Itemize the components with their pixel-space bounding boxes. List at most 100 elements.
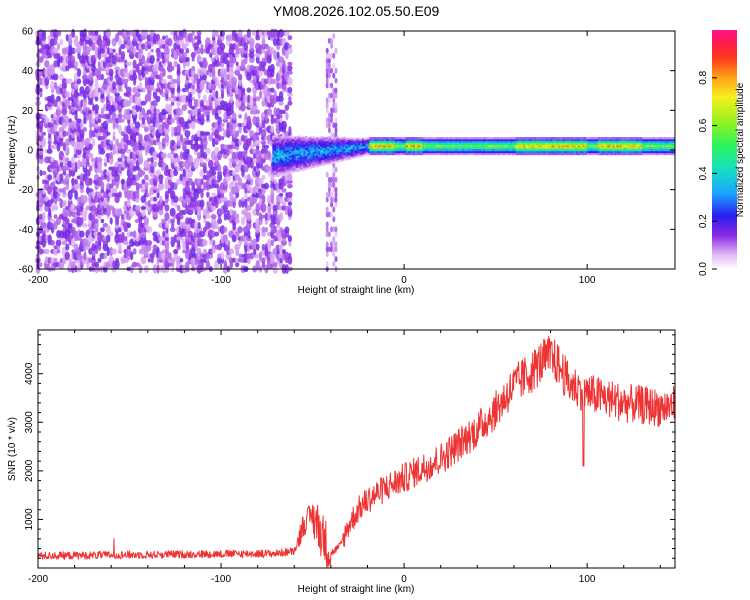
spectrogram-signal-cell — [541, 153, 544, 156]
spectrogram-noise-cell — [223, 234, 228, 243]
spectrogram-signal-cell — [665, 149, 668, 152]
spectrogram-noise-cell — [261, 34, 266, 41]
spectrogram-signal-cell — [365, 151, 368, 154]
spectrogram-signal-cell — [308, 164, 312, 167]
spectrogram-signal-cell — [283, 162, 286, 165]
spectrogram-signal-cell — [559, 147, 562, 150]
spectrogram-signal-cell — [466, 143, 469, 146]
spectrogram-signal-cell — [307, 167, 310, 170]
spectrogram-noise-cell — [211, 204, 217, 212]
spectrogram-noise-cell — [243, 94, 249, 104]
spectrogram-signal-cell — [592, 145, 595, 148]
spectrogram-signal-cell — [363, 149, 366, 153]
spectrogram-signal-cell — [351, 139, 354, 142]
spectrogram-signal-cell — [336, 160, 339, 163]
spectrogram-signal-cell — [301, 156, 304, 159]
spectrogram-signal-cell — [526, 147, 529, 150]
spectrogram-signal-cell — [296, 151, 299, 154]
spectrogram-noise-cell — [281, 120, 287, 130]
spectrogram-noise-cell — [73, 61, 79, 67]
spectrogram-noise-cell — [173, 142, 178, 151]
spectrogram-signal-cell — [598, 153, 601, 156]
spectrogram-signal-cell — [464, 137, 467, 140]
spectrogram-noise-cell — [205, 214, 211, 219]
spectrogram-signal-cell — [391, 151, 394, 154]
spectrogram-noise-cell — [223, 144, 228, 150]
spectrogram-noise-cell — [190, 235, 196, 242]
spectrogram-signal-cell — [382, 145, 385, 148]
spectrogram-signal-cell — [620, 141, 623, 144]
spectrogram-noise-cell — [162, 200, 166, 207]
spectrogram-noise-cell — [185, 56, 190, 63]
spectrogram-signal-cell — [394, 151, 398, 154]
spectrogram-noise-cell — [97, 131, 102, 137]
spectrogram-signal-cell — [651, 137, 654, 140]
spectrogram-noise-cell — [52, 47, 59, 54]
spectrogram-signal-cell — [475, 139, 478, 142]
spectrogram-signal-cell — [308, 154, 312, 157]
spectrogram-signal-cell — [297, 149, 301, 152]
spectrogram-signal-cell — [411, 139, 414, 142]
spectrogram-noise-cell — [210, 213, 217, 220]
spectrogram-noise-cell — [332, 132, 336, 139]
spectrogram-signal-cell — [621, 153, 625, 156]
spectrogram-noise-cell — [190, 51, 196, 59]
spectrogram-noise-cell — [118, 243, 122, 252]
spectrogram-noise-cell — [332, 226, 336, 233]
spectrogram-signal-cell — [294, 168, 297, 171]
spectrogram-noise-cell — [203, 218, 207, 224]
spectrogram-signal-cell — [556, 143, 559, 146]
spectrogram-signal-cell — [288, 143, 291, 146]
spectrogram-signal-cell — [610, 137, 614, 140]
spectrogram-signal-cell — [272, 161, 275, 164]
spectrogram-signal-cell — [312, 165, 315, 168]
spectrogram-signal-cell — [627, 153, 630, 156]
spectrogram-signal-cell — [662, 147, 665, 150]
spectrogram-noise-cell — [132, 108, 138, 116]
spectrogram-noise-cell — [325, 206, 329, 213]
spectrogram-signal-cell — [581, 151, 584, 154]
spectrogram-noise-cell — [147, 258, 151, 263]
spectrogram-signal-cell — [592, 147, 595, 150]
spectrogram-signal-cell — [312, 138, 315, 141]
spectrogram-noise-cell — [144, 76, 148, 86]
spectrogram-signal-cell — [422, 147, 425, 150]
spectrogram-signal-cell — [345, 146, 348, 149]
spectrogram-noise-cell — [112, 48, 116, 53]
spectrogram-noise-cell — [334, 117, 338, 124]
spectrogram-signal-cell — [286, 136, 290, 139]
spectrogram-signal-cell — [557, 143, 561, 146]
spectrogram-signal-cell — [550, 151, 553, 154]
spectrogram-signal-cell — [512, 145, 515, 148]
spectrogram-signal-cell — [393, 139, 396, 142]
spectrogram-noise-cell — [327, 37, 331, 44]
spectrogram-noise-cell — [173, 31, 178, 36]
spectrogram-signal-cell — [279, 143, 282, 146]
spectrogram-signal-cell — [314, 163, 317, 166]
spectrogram-signal-cell — [453, 139, 456, 142]
spectrogram-signal-cell — [457, 151, 460, 154]
spectrogram-signal-cell — [457, 137, 460, 140]
spectrogram-signal-cell — [422, 137, 425, 140]
spectrogram-noise-cell — [253, 99, 257, 107]
spectrogram-noise-cell — [46, 220, 53, 230]
spectrogram-noise-cell — [170, 139, 176, 146]
spectrogram-noise-cell — [39, 131, 43, 137]
spectrogram-signal-cell — [316, 153, 319, 156]
spectrogram-signal-cell — [612, 153, 615, 156]
spectrogram-signal-cell — [506, 147, 509, 150]
spectrogram-signal-cell — [363, 153, 366, 156]
spectrogram-signal-cell — [334, 160, 337, 163]
spectrogram-signal-cell — [444, 151, 447, 154]
spectrogram-signal-cell — [319, 154, 323, 157]
spectrogram-signal-cell — [526, 137, 529, 140]
spectrogram-signal-cell — [513, 145, 517, 148]
spectrogram-signal-cell — [349, 153, 352, 156]
spectrogram-noise-cell — [170, 218, 175, 224]
spectrogram-signal-cell — [501, 137, 504, 140]
spectrogram-signal-cell — [405, 137, 409, 140]
spectrogram-signal-cell — [470, 147, 473, 150]
spectrogram-noise-cell — [108, 68, 114, 77]
spectrogram-signal-cell — [281, 173, 284, 176]
spectrogram-signal-cell — [464, 145, 467, 148]
